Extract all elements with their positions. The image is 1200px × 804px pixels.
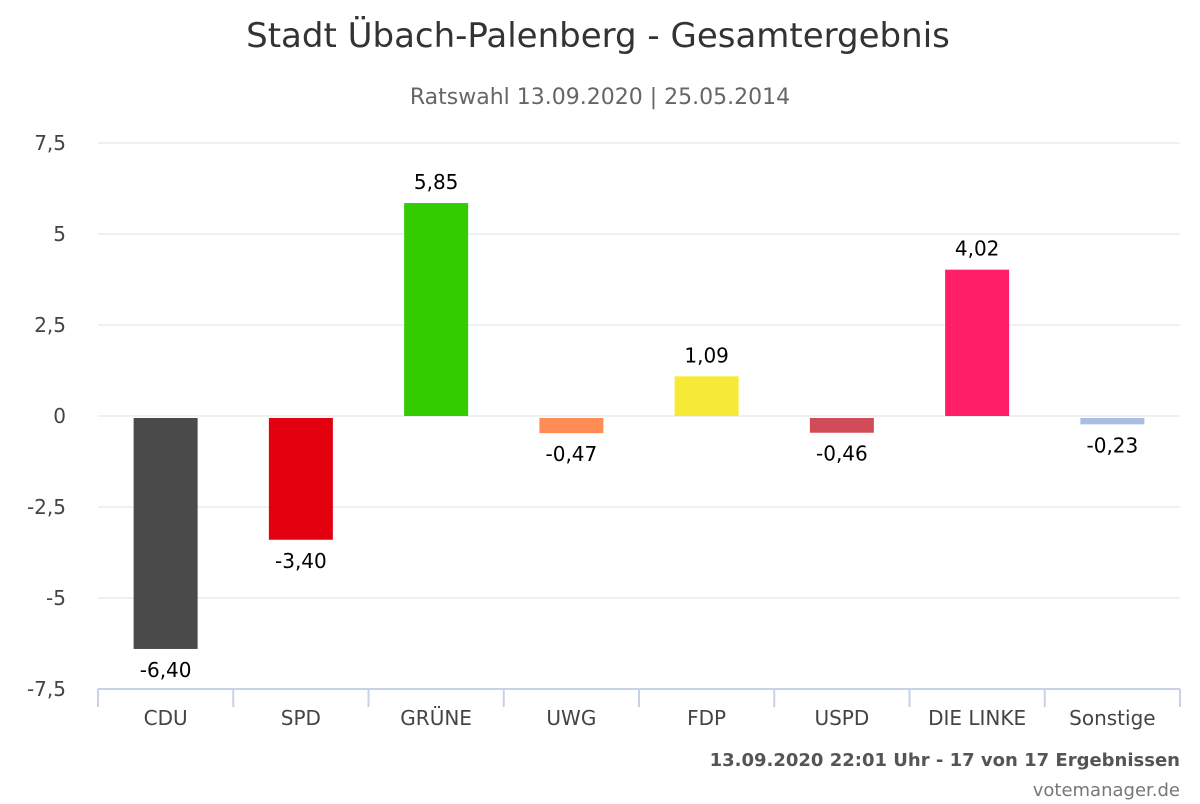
y-tick-label: 7,5 [34,131,66,155]
x-tick-label: DIE LINKE [928,706,1026,730]
bar-die-linke[interactable] [945,269,1010,416]
x-tick-label: CDU [144,706,188,730]
data-label: -3,40 [275,549,327,573]
y-tick-label: 2,5 [34,313,66,337]
data-label: 1,09 [684,343,729,367]
y-tick-label: 5 [53,222,66,246]
bar-sonstige[interactable] [1080,418,1145,425]
x-tick-label: FDP [687,706,726,730]
bar-spd[interactable] [268,418,333,540]
data-label: 5,85 [414,170,459,194]
x-tick-label: USPD [814,706,869,730]
x-tick-label: GRÜNE [400,706,472,730]
data-labels: -6,40 -3,40 5,85 -0,47 1,09 -0,46 4,02 -0,23 [140,170,1139,682]
y-tick-label: -5 [46,586,66,610]
gridlines [98,142,1180,690]
bar-uspd[interactable] [809,418,874,433]
x-tick-label: Sonstige [1069,706,1155,730]
bar-gr-ne[interactable] [404,203,469,416]
y-tick-label: -7,5 [27,677,66,701]
data-label: 4,02 [955,237,1000,261]
data-label: -0,46 [816,442,868,466]
y-axis-ticks: 7,5 5 2,5 0 -2,5 -5 -7,5 [27,131,66,701]
y-tick-label: -2,5 [27,495,66,519]
data-label: -6,40 [140,658,192,682]
bar-cdu[interactable] [133,418,198,649]
bar-uwg[interactable] [539,418,604,434]
x-tick-label: UWG [546,706,596,730]
chart-title: Stadt Übach-Palenberg - Gesamtergebnis [246,15,950,56]
x-tick-label: SPD [281,706,321,730]
y-tick-label: 0 [53,404,66,428]
bar-fdp[interactable] [674,376,739,416]
chart-subtitle: Ratswahl 13.09.2020 | 25.05.2014 [410,85,790,110]
bars [133,203,1145,649]
data-label: -0,47 [546,442,598,466]
source-credit[interactable]: votemanager.de [1033,780,1180,801]
x-axis: CDU SPD GRÜNE UWG FDP USPD DIE LINKE Sonstige [97,688,1181,730]
data-label: -0,23 [1087,433,1139,457]
result-status-text: 13.09.2020 22:01 Uhr - 17 von 17 Ergebni… [710,750,1180,771]
